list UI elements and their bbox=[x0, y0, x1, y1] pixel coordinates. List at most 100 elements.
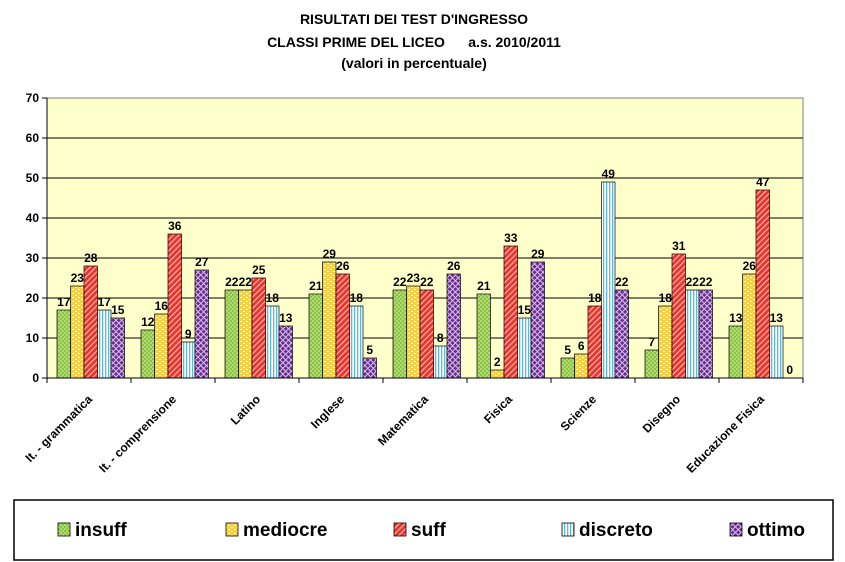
bar-mediocre bbox=[322, 261, 337, 379]
data-label: 47 bbox=[756, 175, 770, 189]
data-label: 16 bbox=[155, 299, 169, 313]
bar-suff bbox=[167, 233, 182, 379]
bar-ottimo bbox=[194, 269, 209, 379]
bar-discreto bbox=[349, 305, 364, 379]
data-label: 23 bbox=[407, 271, 421, 285]
bar-mediocre bbox=[658, 305, 673, 379]
bar-insuff bbox=[140, 329, 155, 379]
legend-label-insuff: insuff bbox=[75, 520, 127, 541]
bar-suff bbox=[671, 253, 686, 379]
x-category-label: It. - comprensione bbox=[96, 392, 179, 475]
data-label: 23 bbox=[71, 271, 85, 285]
bar-insuff bbox=[644, 349, 659, 379]
x-category-label: Fisica bbox=[481, 392, 515, 426]
data-label: 22 bbox=[239, 275, 253, 289]
bar-suff bbox=[755, 189, 770, 379]
data-label: 21 bbox=[477, 279, 491, 293]
y-tick-label: 50 bbox=[26, 171, 40, 185]
bar-mediocre bbox=[574, 353, 589, 379]
legend-label-suff: suff bbox=[411, 520, 447, 541]
legend-swatch-ottimo bbox=[729, 522, 743, 537]
bar-ottimo bbox=[110, 317, 125, 379]
data-label: 13 bbox=[729, 311, 743, 325]
x-category-label: Educazione Fisica bbox=[684, 392, 768, 476]
title-line-2: CLASSI PRIME DEL LICEO a.s. 2010/2011 bbox=[267, 34, 561, 50]
data-label: 18 bbox=[659, 291, 673, 305]
bar-ottimo bbox=[278, 325, 293, 379]
bar-ottimo bbox=[362, 357, 377, 379]
x-category-label: Matematica bbox=[375, 392, 431, 448]
bar-insuff bbox=[728, 325, 743, 379]
x-category-label: Scienze bbox=[558, 392, 600, 434]
data-label: 17 bbox=[57, 295, 71, 309]
data-label: 9 bbox=[185, 327, 192, 341]
bar-insuff bbox=[476, 293, 491, 379]
bar-mediocre bbox=[154, 313, 169, 379]
bar-mediocre bbox=[70, 285, 85, 379]
data-label: 22 bbox=[420, 275, 434, 289]
legend-swatch-suff bbox=[393, 522, 407, 537]
legend-swatch-discreto bbox=[561, 522, 575, 537]
data-label: 7 bbox=[648, 335, 655, 349]
bar-ottimo bbox=[698, 289, 713, 379]
y-axis: 0 10 20 30 40 50 60 70 bbox=[26, 91, 48, 385]
bar-discreto bbox=[433, 345, 448, 379]
bar-discreto bbox=[265, 305, 280, 379]
data-label: 18 bbox=[266, 291, 280, 305]
bar-discreto bbox=[517, 317, 532, 379]
data-label: 22 bbox=[699, 275, 713, 289]
x-category-label: Disegno bbox=[640, 392, 683, 435]
data-label: 31 bbox=[672, 239, 686, 253]
data-label: 18 bbox=[588, 291, 602, 305]
y-tick-label: 40 bbox=[26, 211, 40, 225]
bar-discreto bbox=[601, 181, 616, 379]
bar-mediocre bbox=[490, 369, 505, 379]
y-tick-label: 30 bbox=[26, 251, 40, 265]
data-label: 18 bbox=[350, 291, 364, 305]
x-category-label: Latino bbox=[228, 392, 263, 427]
legend-label-discreto: discreto bbox=[579, 520, 653, 541]
legend: insuff mediocre suff discreto ottimo bbox=[13, 499, 834, 561]
data-label: 28 bbox=[84, 251, 98, 265]
data-label: 25 bbox=[252, 263, 266, 277]
y-tick-label: 20 bbox=[26, 291, 40, 305]
bar-discreto bbox=[97, 309, 112, 379]
bar-suff bbox=[251, 277, 266, 379]
bar-ottimo bbox=[446, 273, 461, 379]
data-label: 22 bbox=[393, 275, 407, 289]
bar-discreto bbox=[685, 289, 700, 379]
bar-discreto bbox=[769, 325, 784, 379]
legend-label-mediocre: mediocre bbox=[243, 520, 327, 541]
data-label: 5 bbox=[366, 343, 373, 357]
data-label: 15 bbox=[111, 303, 125, 317]
data-label: 6 bbox=[578, 339, 585, 353]
data-label: 36 bbox=[168, 219, 182, 233]
data-label: 29 bbox=[323, 247, 337, 261]
bar-ottimo bbox=[530, 261, 545, 379]
data-label: 22 bbox=[225, 275, 239, 289]
data-label: 22 bbox=[686, 275, 700, 289]
data-label: 27 bbox=[195, 255, 209, 269]
bar-insuff bbox=[56, 309, 71, 379]
data-label: 22 bbox=[615, 275, 629, 289]
bar-mediocre bbox=[238, 289, 253, 379]
bar-insuff bbox=[392, 289, 407, 379]
legend-swatch-insuff bbox=[57, 522, 71, 537]
x-category-label: Inglese bbox=[308, 392, 347, 431]
chart-title: RISULTATI DEI TEST D'INGRESSO CLASSI PRI… bbox=[267, 11, 561, 71]
legend-label-ottimo: ottimo bbox=[747, 520, 805, 541]
data-label: 5 bbox=[564, 343, 571, 357]
data-label: 8 bbox=[437, 331, 444, 345]
data-label: 15 bbox=[518, 303, 532, 317]
bar-insuff bbox=[560, 357, 575, 379]
data-label: 21 bbox=[309, 279, 323, 293]
bar-discreto bbox=[181, 341, 196, 379]
legend-swatch-mediocre bbox=[225, 522, 239, 537]
title-line-1: RISULTATI DEI TEST D'INGRESSO bbox=[300, 11, 528, 27]
bar-suff bbox=[83, 265, 98, 379]
data-label: 12 bbox=[141, 315, 155, 329]
data-label: 2 bbox=[494, 355, 501, 369]
bar-insuff bbox=[224, 289, 239, 379]
